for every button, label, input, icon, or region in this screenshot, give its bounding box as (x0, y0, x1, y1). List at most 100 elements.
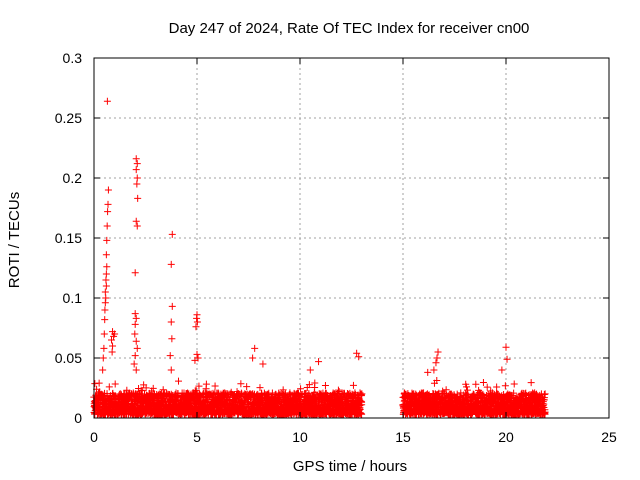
data-point (108, 336, 116, 344)
data-point (168, 230, 176, 238)
x-tick-label: 15 (395, 429, 411, 445)
data-point (195, 382, 203, 390)
data-point (167, 366, 175, 374)
data-point (105, 383, 113, 391)
x-tick-label: 10 (292, 429, 308, 445)
data-point (540, 396, 548, 404)
data-point (358, 390, 366, 398)
x-axis-title: GPS time / hours (293, 458, 407, 475)
data-point (358, 401, 366, 409)
chart-title: Day 247 of 2024, Rate Of TEC Index for r… (169, 20, 530, 37)
y-tick-label: 0 (74, 410, 82, 426)
x-tick-label: 25 (601, 429, 617, 445)
data-point (134, 194, 142, 202)
data-point (358, 410, 366, 418)
data-point (259, 360, 267, 368)
data-point (433, 377, 441, 385)
plot-frame (93, 57, 610, 419)
data-point (100, 330, 108, 338)
data-point (149, 384, 157, 392)
y-tick-label: 0.2 (63, 170, 83, 186)
data-point (132, 366, 140, 374)
data-point (131, 310, 139, 318)
data-point (355, 353, 363, 361)
x-tick-label: 0 (90, 429, 98, 445)
data-point (133, 174, 141, 182)
data-point (104, 200, 112, 208)
data-point (430, 366, 438, 374)
data-point (251, 344, 259, 352)
data-point (103, 236, 111, 244)
data-point (131, 320, 139, 328)
data-point (101, 316, 109, 324)
data-point (167, 318, 175, 326)
data-point (103, 222, 111, 230)
data-point (463, 383, 470, 391)
data-point (167, 260, 175, 268)
data-point (249, 354, 257, 362)
data-point (102, 282, 110, 290)
y-tick-label: 0.1 (63, 290, 83, 306)
data-point (103, 97, 111, 105)
data-point (174, 391, 182, 399)
data-point (502, 343, 510, 351)
y-tick-label: 0.15 (55, 230, 82, 246)
data-point (91, 380, 99, 388)
data-point (192, 323, 200, 331)
data-point (510, 380, 518, 388)
data-point (102, 251, 110, 259)
data-point (142, 384, 150, 392)
data-point (138, 387, 146, 395)
data-point (527, 379, 535, 387)
data-point (132, 155, 140, 163)
data-point (349, 381, 357, 389)
data-point (100, 344, 108, 352)
data-point (357, 409, 365, 417)
data-point (102, 276, 110, 284)
data-point (237, 380, 245, 388)
data-point (130, 360, 138, 368)
data-point (166, 352, 174, 360)
data-points (90, 97, 549, 418)
data-point (442, 386, 450, 394)
x-tick-label: 20 (498, 429, 514, 445)
data-point (321, 382, 329, 390)
data-point (133, 180, 141, 188)
data-point (101, 288, 109, 296)
data-point (501, 382, 509, 390)
data-point (95, 379, 103, 387)
data-point (193, 318, 201, 326)
data-point (541, 390, 549, 398)
data-point (315, 358, 323, 366)
data-point (256, 384, 264, 392)
data-point (191, 356, 199, 364)
data-point (168, 302, 176, 310)
data-point (306, 366, 314, 374)
data-point (132, 337, 140, 345)
data-point (202, 380, 210, 388)
data-point (99, 354, 107, 362)
data-point (160, 398, 168, 406)
data-point (133, 344, 141, 352)
data-point (133, 222, 141, 230)
data-point (131, 352, 139, 360)
data-point (483, 383, 491, 391)
data-point (175, 377, 183, 385)
grid (94, 58, 609, 418)
y-tick-label: 0.3 (63, 50, 83, 66)
data-point (424, 368, 432, 376)
data-point (433, 354, 441, 362)
data-point (168, 335, 176, 343)
y-tick-label: 0.25 (55, 110, 82, 126)
data-point (104, 208, 112, 216)
y-axis-title: ROTI / TECUs (6, 192, 23, 288)
data-point (357, 391, 365, 399)
data-point (193, 314, 201, 322)
data-point (503, 355, 511, 363)
data-point (131, 330, 139, 338)
data-point (99, 366, 107, 374)
data-point (521, 390, 529, 398)
data-point (101, 299, 109, 307)
data-point (541, 410, 549, 418)
